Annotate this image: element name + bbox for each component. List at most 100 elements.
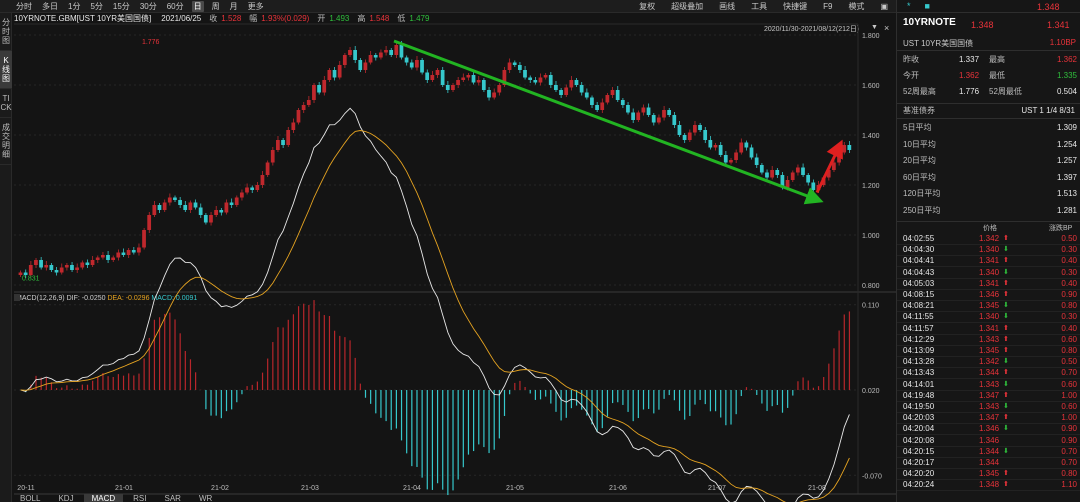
quote-info-line: 10YRNOTE.GBM[UST 10YR美国国债] 2021/06/25 收 … [14, 13, 894, 24]
tool-menu-item[interactable]: F9 [823, 2, 833, 11]
candle [729, 158, 733, 165]
candle [85, 259, 90, 268]
trade-row: 04:13:09 1.345 ⬆ 0.80 [897, 346, 1080, 357]
arrow-up-icon: ⬆ [1003, 347, 1009, 354]
candle [528, 75, 533, 83]
close-icon[interactable]: × [884, 23, 890, 33]
tool-menu-item[interactable]: 超级叠加 [671, 2, 704, 11]
tool-menu-item[interactable]: 模式 [848, 2, 865, 11]
period-tab[interactable]: 30分 [139, 1, 157, 11]
stats-row: 52周最高 1.776 52周最低 0.504 [897, 85, 1080, 98]
candle [95, 255, 100, 263]
candle [291, 118, 296, 133]
candle [806, 173, 811, 186]
candle [317, 82, 321, 95]
average-label: 10日平均 [903, 139, 936, 149]
candle [353, 46, 357, 63]
candle [44, 261, 49, 271]
candle [250, 185, 255, 193]
kline-chart[interactable]: 1.800 1.600 1.400 1.200 1.000 0.800 1.776 0.831… [0, 0, 896, 502]
period-tab[interactable]: 5分 [90, 1, 103, 11]
arrow-down-icon: ⬇ [1003, 313, 1009, 321]
square-icon[interactable]: ■ [924, 1, 930, 11]
candle [214, 206, 218, 217]
trade-row: 04:05:03 1.341 ⬆ 0.40 [897, 279, 1080, 290]
trade-time: 04:04:30 [903, 245, 935, 255]
candle [466, 73, 471, 81]
candle [662, 106, 666, 121]
candle [677, 121, 682, 137]
sidenav-item[interactable]: 成交明细 [0, 118, 12, 165]
y-tick-label: 0.800 [862, 283, 880, 290]
indicator-tab[interactable]: KDJ [58, 494, 74, 502]
trade-bp: 0.30 [1061, 312, 1077, 322]
candle [584, 88, 589, 100]
period-tab[interactable]: 多日 [42, 1, 58, 11]
help-icon[interactable] [14, 294, 20, 301]
indicator-tab[interactable]: MACD [83, 494, 124, 502]
tool-menu-item[interactable]: 工具 [751, 2, 768, 11]
high-value: 1.548 [369, 14, 390, 23]
trade-bp: 0.70 [1061, 458, 1077, 467]
close-value: 1.528 [221, 14, 242, 23]
macd-y-tick: 0.020 [862, 388, 880, 395]
candle [656, 114, 661, 125]
stat-value: 0.504 [1056, 87, 1077, 96]
candle [80, 260, 85, 270]
divider [897, 12, 1080, 13]
trade-price: 1.344 [979, 458, 1000, 467]
period-tab[interactable]: 日 [191, 0, 204, 12]
trades-bp-header: 涨跌BP [1049, 225, 1073, 232]
candle [626, 102, 630, 115]
candle [404, 55, 409, 66]
arrow-up-icon: ⬆ [1003, 291, 1009, 298]
period-tab[interactable]: 1分 [68, 1, 81, 11]
stat-value: 1.362 [1056, 55, 1077, 64]
trade-time: 04:04:41 [903, 256, 935, 266]
period-tab[interactable]: 60分 [166, 1, 184, 11]
candle [337, 61, 342, 80]
range-dropdown-icon[interactable]: ▼ [871, 24, 878, 31]
period-tab[interactable]: 15分 [112, 1, 130, 11]
candle [610, 87, 615, 98]
period-tab[interactable]: 周 [211, 1, 220, 11]
star-icon[interactable]: * [907, 1, 911, 11]
tool-menu-item[interactable]: 画线 [719, 2, 736, 11]
trade-row: 04:11:55 1.340 ⬇ 0.30 [897, 312, 1080, 324]
indicator-tab[interactable]: SAR [164, 494, 181, 502]
trade-price: 1.344 [979, 368, 1000, 378]
candle [286, 127, 291, 147]
sidenav-item[interactable]: 分时图 [0, 13, 12, 51]
average-value: 1.513 [1056, 189, 1077, 198]
candle [476, 76, 481, 86]
date-range: 2020/11/30-2021/08/12(212日) [764, 26, 860, 33]
candle [790, 170, 795, 182]
period-tab[interactable]: 更多 [247, 1, 264, 11]
x-tick-label: 21-08 [808, 485, 826, 492]
tool-menu-item[interactable]: 复权 [639, 2, 656, 11]
indicator-tab[interactable]: BOLL [20, 494, 41, 502]
dif-line [20, 107, 850, 502]
indicator-tab[interactable]: RSI [133, 494, 147, 502]
y-tick-label: 1.400 [862, 133, 880, 140]
trade-time: 04:08:21 [903, 301, 935, 311]
sidenav-item[interactable]: TICK [0, 89, 12, 118]
period-tab[interactable]: 分时 [16, 1, 32, 11]
period-tab[interactable]: 月 [229, 1, 238, 11]
tool-menu-item[interactable]: 快捷键 [783, 2, 808, 11]
tool-menu-item[interactable]: ▣ [880, 2, 888, 11]
candle [415, 56, 419, 71]
macd-y-tick: -0.070 [862, 473, 882, 480]
average-value: 1.254 [1056, 139, 1077, 149]
candle [306, 96, 311, 107]
candle [394, 42, 399, 58]
stat-label: 最低 [989, 71, 1005, 80]
indicator-tab[interactable]: WR [198, 494, 213, 502]
trade-bp: 0.40 [1061, 323, 1077, 333]
top-toolbar: 分时 多日 1分 5分 15分 30分 60分日周月更多 复权 超级叠加 画线 工具 快捷键 F9 模式… [0, 0, 896, 13]
stat-label: 昨收 [903, 55, 919, 64]
candle [23, 269, 28, 278]
sidenav-item[interactable]: K线图 [0, 51, 12, 89]
average-label: 5日平均 [903, 123, 932, 132]
candle [801, 163, 805, 177]
